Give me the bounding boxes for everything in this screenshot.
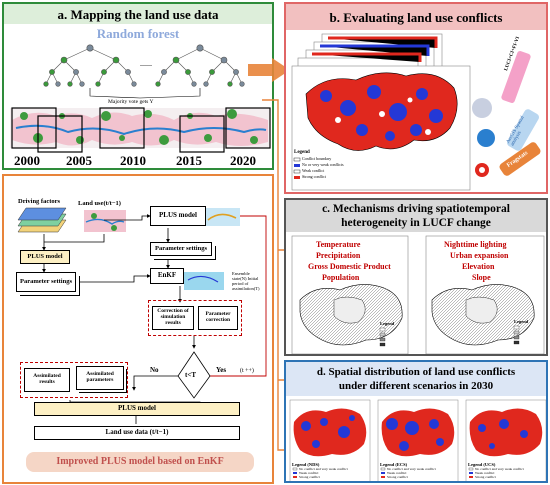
year-2000: 2000: [14, 153, 40, 168]
no-label: No: [150, 366, 159, 374]
assimilation-group: [20, 362, 128, 398]
decision-diamond: [177, 351, 211, 399]
fragstats-logo-icon: [475, 163, 489, 177]
plus-model-top-box: PLUS model: [150, 206, 206, 226]
yes-label: Yes: [216, 366, 227, 374]
enkf-map-icon: [184, 272, 224, 290]
majority-vote-label: Majority vote gets Y: [108, 99, 154, 105]
year-2015: 2015: [176, 153, 202, 168]
factor-gdp: Gross Domestic Product: [308, 262, 391, 271]
panel-a: a. Mapping the land use data Random fore…: [2, 2, 274, 170]
decision-tree-icon: [43, 44, 137, 87]
panel-b: b. Evaluating land use conflicts: [284, 2, 548, 194]
panel-e: Driving factors Land use(t/t−1) PLUS mod…: [2, 174, 274, 484]
param-settings-right-box: Parameter settings: [150, 242, 212, 256]
land-use-map-icon: [84, 210, 126, 232]
param-settings-left-box: Parameter settings: [16, 272, 76, 292]
svg-text:......: ......: [140, 59, 152, 68]
factor-temperature: Temperature: [316, 240, 361, 249]
plus-model-map-icon: [206, 208, 240, 226]
panel-d-title-2: under different scenarios in 2030: [338, 380, 494, 392]
assimilated-results-box: Assimilated results: [24, 368, 70, 392]
nds-item-3: Strong conflict: [299, 475, 320, 479]
year-2020: 2020: [230, 153, 256, 168]
footer-banner: Improved PLUS model based on EnKF: [26, 452, 254, 472]
panel-a-header: [4, 4, 272, 24]
scenario-map-nds: [289, 399, 371, 481]
panel-b-title: b. Evaluating land use conflicts: [329, 10, 503, 25]
factor-elevation: Elevation: [462, 262, 495, 271]
legend-swatches-left: [379, 327, 386, 347]
land-use-prev-label: Land use(t/t−1): [78, 200, 121, 207]
conflict-map-main: [305, 72, 458, 151]
year-2010: 2010: [120, 153, 146, 168]
legend-swatches-right: [513, 325, 520, 345]
assimilated-params-box: Assimilated parameters: [76, 366, 124, 390]
panel-c-legend-right: Legend: [514, 319, 529, 324]
ucs-item-1: No conflict and very weak conflict: [475, 467, 524, 471]
panel-b-legend-title: Legend: [294, 150, 310, 155]
flowchart-connectors: [17, 207, 267, 439]
factor-nighttime-lighting: Nighttime lighting: [444, 240, 507, 249]
legend-ucs: Legend (UCS): [468, 462, 496, 467]
legend-weak: Weak conflict: [302, 168, 325, 173]
random-forest-label: Random forest: [96, 26, 180, 41]
panel-c: c. Mechanisms driving spatiotemporal het…: [284, 198, 548, 356]
ucs-item-3: Strong conflict: [475, 475, 496, 479]
ecs-item-2: Weak conflict: [387, 471, 407, 475]
land-use-map-strip: [10, 107, 271, 153]
panel-a-title: a. Mapping the land use data: [57, 7, 219, 22]
factor-slope: Slope: [472, 273, 491, 282]
random-forest-diagram: ......: [10, 44, 271, 153]
panel-d: d. Spatial distribution of land use conf…: [284, 360, 548, 483]
ecs-item-3: Strong conflict: [387, 475, 408, 479]
plus-model-left-box: PLUS model: [20, 250, 70, 264]
legend-strong: Strong conflict: [302, 174, 326, 179]
enkf-box: EnKF: [150, 268, 184, 284]
legend-very-weak: No or very weak conflicts: [302, 162, 344, 167]
luci-planet-icon: [472, 98, 492, 118]
fragstats-tag: [499, 142, 541, 176]
legend-ecs: Legend (ECS): [380, 462, 408, 467]
ecs-item-1: No conflict and very weak conflict: [387, 467, 436, 471]
ucs-item-2: Weak conflict: [475, 471, 495, 475]
decision-tree-icon: [155, 44, 245, 87]
factor-precipitation: Precipitation: [316, 251, 361, 260]
loop-label: (t ++): [240, 368, 254, 374]
panel-c-legend-left: Legend: [380, 321, 395, 326]
decision-label: t<T: [185, 371, 196, 379]
scenario-map-ucs: [465, 399, 546, 481]
scenario-maps: [289, 399, 546, 481]
panel-d-title-1: d. Spatial distribution of land use conf…: [316, 366, 516, 378]
correction-group: [148, 300, 242, 336]
legend-nds: Legend (NDS): [292, 462, 320, 467]
ensemble-state-label: Ensemble state(N) Initial period of assi…: [232, 271, 260, 291]
luci-tag: [501, 51, 531, 103]
panel-d-header: [286, 362, 546, 396]
year-2005: 2005: [66, 153, 92, 168]
arcgis-tag: [507, 109, 539, 151]
panel-c-title-2: heterogeneity in LUCF change: [341, 217, 491, 229]
stacked-map-edges: [312, 36, 438, 62]
panel-c-title-1: c. Mechanisms driving spatiotemporal: [322, 203, 510, 215]
param-correction-box: Parameter correction: [198, 306, 238, 330]
correction-sim-box: Correction of simulation results: [152, 306, 194, 330]
plus-model-bottom-box: PLUS model: [34, 402, 240, 416]
legend-conflict-boundary: Conflict boundary: [302, 156, 332, 161]
scenario-map-ecs: [377, 399, 459, 481]
driver-maps: [291, 235, 545, 354]
factor-urban-expansion: Urban expansion: [450, 251, 509, 260]
land-use-out-box: Land use data (t/t−1): [34, 426, 240, 440]
factor-population: Population: [322, 273, 360, 282]
nds-item-1: No conflict and very weak conflict: [299, 467, 348, 471]
panel-b-header: [286, 4, 546, 30]
conflict-map-stack: [291, 33, 541, 191]
panel-c-header: [286, 200, 546, 232]
driving-factors-layers-icon: [17, 207, 67, 233]
nds-item-2: Weak conflict: [299, 471, 319, 475]
arcgis-globe-icon: [477, 129, 495, 147]
driving-factors-label: Driving factors: [18, 198, 61, 205]
